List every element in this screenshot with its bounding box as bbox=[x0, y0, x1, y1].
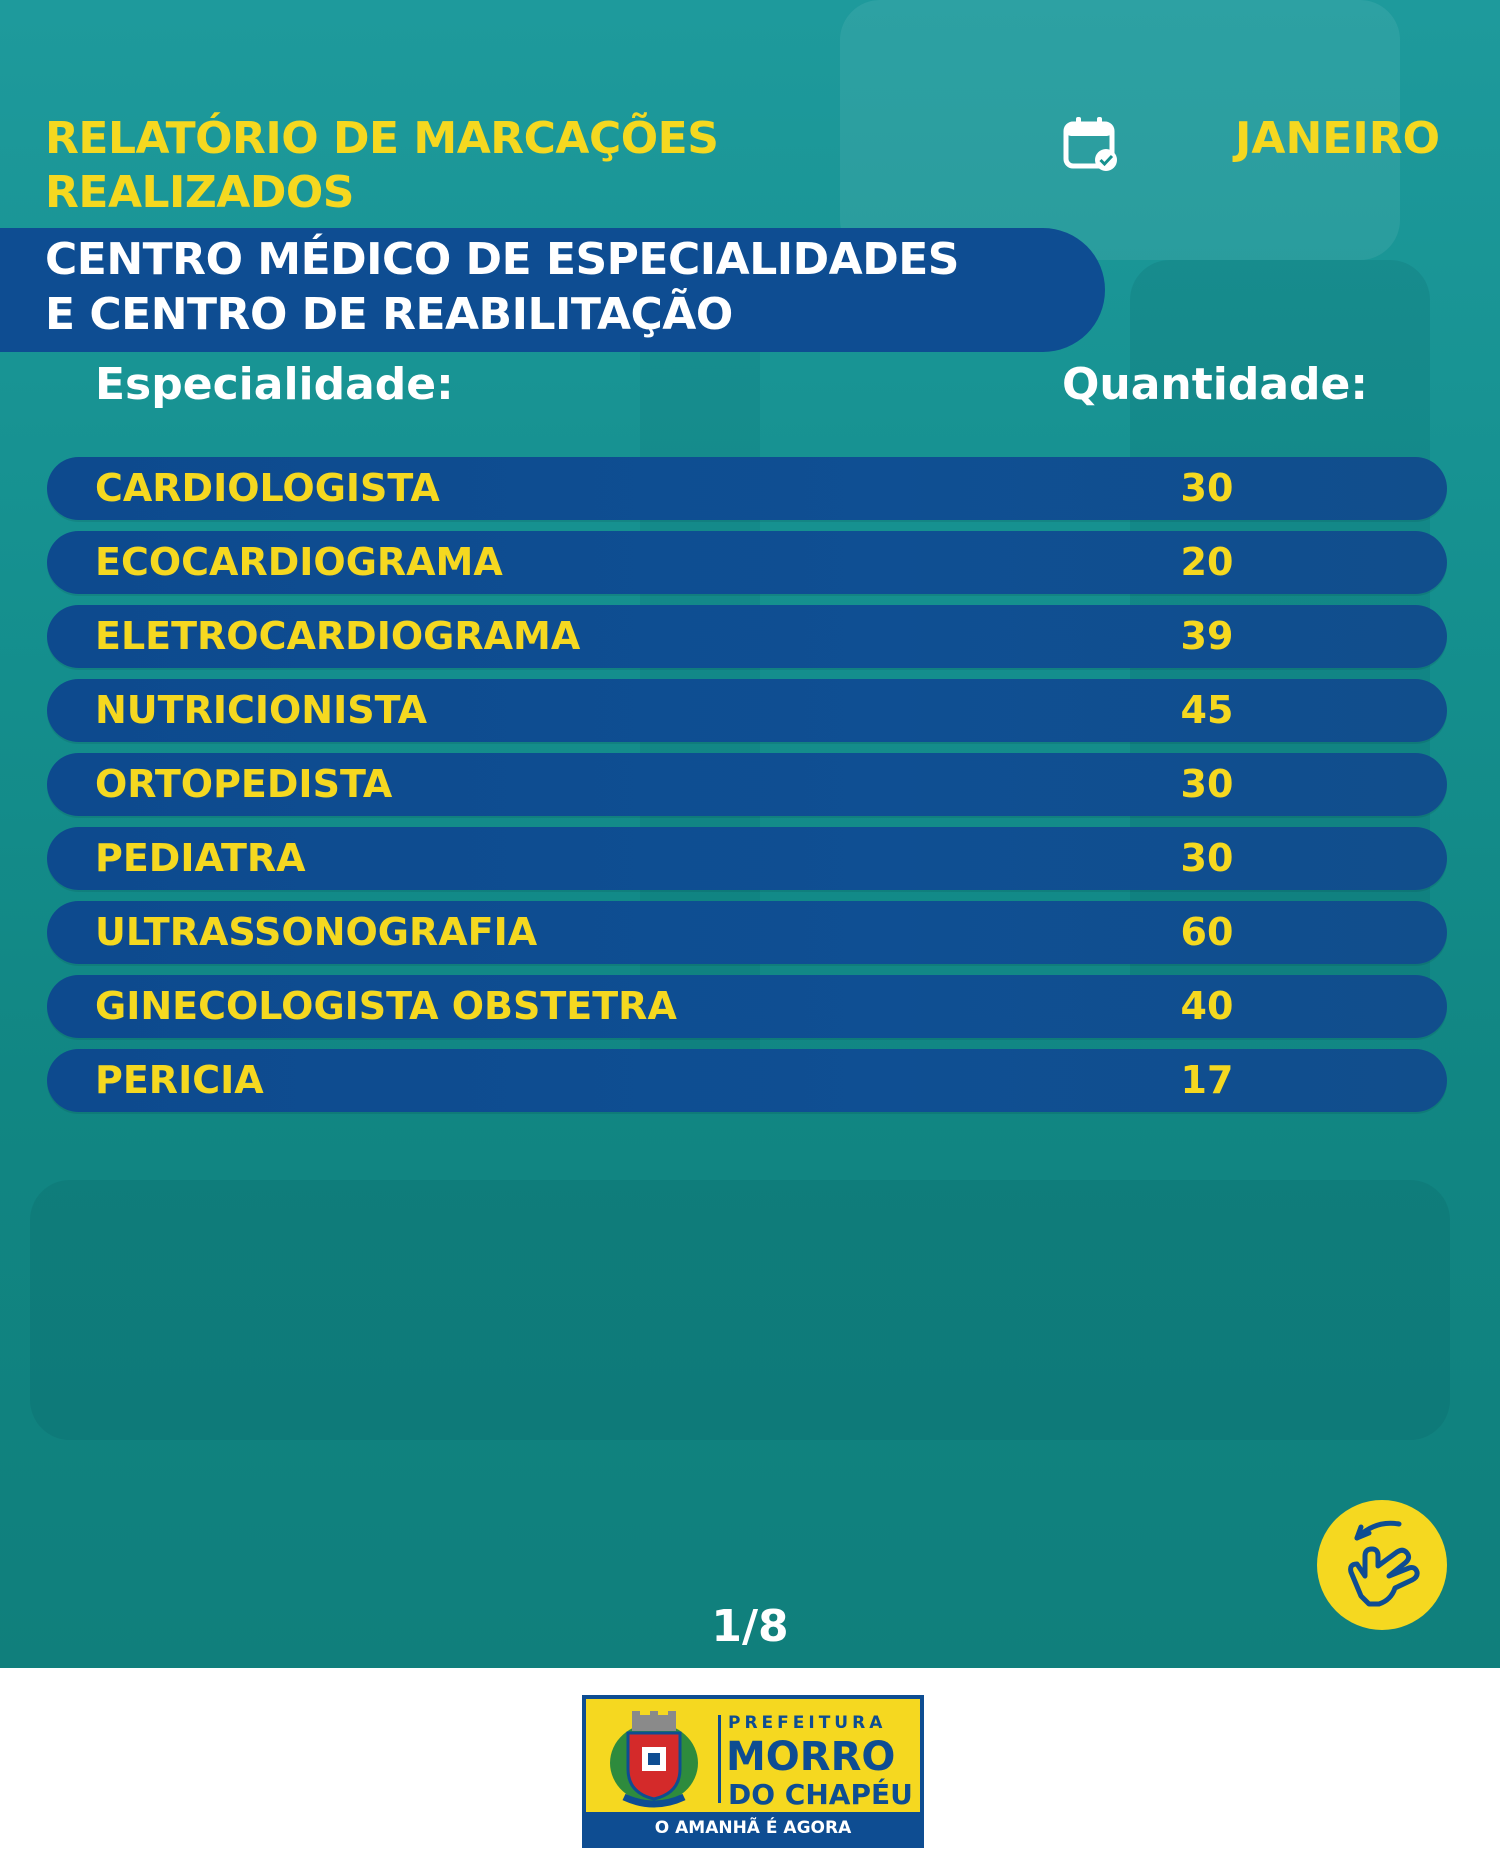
logo-slogan: O AMANHÃ É AGORA bbox=[586, 1812, 920, 1844]
table-row: NUTRICIONISTA 45 bbox=[47, 679, 1447, 742]
background-blur bbox=[840, 0, 1400, 260]
row-quantity: 39 bbox=[1180, 614, 1234, 658]
report-title-line1: RELATÓRIO DE MARCAÇÕES bbox=[45, 113, 719, 164]
column-header-quantity: Quantidade: bbox=[1062, 359, 1368, 410]
row-quantity: 45 bbox=[1180, 688, 1234, 732]
banner-line2: E CENTRO DE REABILITAÇÃO bbox=[45, 289, 733, 340]
row-quantity: 60 bbox=[1180, 910, 1234, 954]
row-quantity: 40 bbox=[1180, 984, 1234, 1028]
banner-title: CENTRO MÉDICO DE ESPECIALIDADES E CENTRO… bbox=[45, 232, 1085, 342]
row-specialty: ULTRASSONOGRAFIA bbox=[95, 910, 538, 954]
swipe-button[interactable] bbox=[1317, 1500, 1447, 1630]
coat-of-arms-icon bbox=[602, 1707, 706, 1811]
row-specialty: GINECOLOGISTA OBSTETRA bbox=[95, 984, 677, 1028]
table-row: ELETROCARDIOGRAMA 39 bbox=[47, 605, 1447, 668]
report-title-line2: REALIZADOS bbox=[45, 167, 354, 218]
row-specialty: NUTRICIONISTA bbox=[95, 688, 427, 732]
row-specialty: ORTOPEDISTA bbox=[95, 762, 393, 806]
title-banner bbox=[0, 228, 1105, 352]
report-title: RELATÓRIO DE MARCAÇÕES REALIZADOS bbox=[45, 112, 805, 220]
row-quantity: 20 bbox=[1180, 540, 1234, 584]
table-row: PEDIATRA 30 bbox=[47, 827, 1447, 890]
row-quantity: 17 bbox=[1180, 1058, 1234, 1102]
row-specialty: CARDIOLOGISTA bbox=[95, 466, 440, 510]
table-row: ORTOPEDISTA 30 bbox=[47, 753, 1447, 816]
table-row: ULTRASSONOGRAFIA 60 bbox=[47, 901, 1447, 964]
prefeitura-logo: PREFEITURA MORRO DO CHAPÉU O AMANHÃ É AG… bbox=[582, 1695, 924, 1848]
calendar-check-icon bbox=[1062, 114, 1120, 172]
row-specialty: ECOCARDIOGRAMA bbox=[95, 540, 503, 584]
row-specialty: ELETROCARDIOGRAMA bbox=[95, 614, 581, 658]
table-row: CARDIOLOGISTA 30 bbox=[47, 457, 1447, 520]
page-indicator: 1/8 bbox=[711, 1601, 789, 1652]
column-header-specialty: Especialidade: bbox=[95, 359, 454, 410]
row-quantity: 30 bbox=[1180, 836, 1234, 880]
logo-divider bbox=[718, 1715, 721, 1803]
row-specialty: PERICIA bbox=[95, 1058, 264, 1102]
table-row: ECOCARDIOGRAMA 20 bbox=[47, 531, 1447, 594]
table-row: GINECOLOGISTA OBSTETRA 40 bbox=[47, 975, 1447, 1038]
background-blur bbox=[30, 1180, 1450, 1440]
logo-morro: MORRO bbox=[726, 1734, 896, 1780]
row-specialty: PEDIATRA bbox=[95, 836, 306, 880]
banner-line1: CENTRO MÉDICO DE ESPECIALIDADES bbox=[45, 234, 959, 285]
poster: RELATÓRIO DE MARCAÇÕES REALIZADOS JANEIR… bbox=[0, 0, 1500, 1668]
logo-do-chapeu: DO CHAPÉU bbox=[728, 1778, 913, 1811]
report-month: JANEIRO bbox=[1235, 113, 1440, 164]
row-quantity: 30 bbox=[1180, 466, 1234, 510]
row-quantity: 30 bbox=[1180, 762, 1234, 806]
specialty-table: CARDIOLOGISTA 30 ECOCARDIOGRAMA 20 ELETR… bbox=[47, 457, 1447, 1123]
table-row: PERICIA 17 bbox=[47, 1049, 1447, 1112]
logo-prefeitura: PREFEITURA bbox=[728, 1713, 887, 1733]
